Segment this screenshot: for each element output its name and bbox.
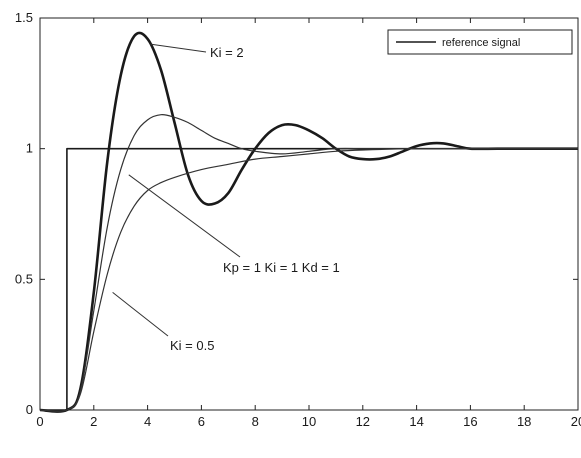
series-lines	[39, 31, 578, 413]
x-tick-label: 6	[198, 414, 205, 429]
y-tick-label: 0.5	[15, 271, 33, 286]
annotation-kp1-ki1-kd1-leader	[128, 174, 241, 258]
x-tick-label: 12	[356, 414, 370, 429]
x-tick-label: 20	[571, 414, 581, 429]
x-tick-label: 2	[90, 414, 97, 429]
annotation-kp1-ki1-kd1-label: Kp = 1 Ki = 1 Kd = 1	[223, 260, 340, 275]
axis-ticks: 0 2 4 6 8 10 12 14 16 18 20 0 0.5 1 1.5	[15, 10, 581, 429]
series-ki-2-line	[39, 31, 578, 413]
x-tick-label: 0	[36, 414, 43, 429]
x-tick-label: 16	[463, 414, 477, 429]
x-tick-label: 14	[409, 414, 423, 429]
annotation-ki-2-label: Ki = 2	[210, 45, 244, 60]
annotation-ki-0-5-label: Ki = 0.5	[170, 338, 214, 353]
series-ki-0-5-line	[39, 147, 578, 412]
annotations: Ki = 2 Kp = 1 Ki = 1 Kd = 1 Ki = 0.5	[112, 43, 340, 353]
y-tick-label: 0	[26, 402, 33, 417]
y-tick-label: 1	[26, 141, 33, 156]
y-tick-label: 1.5	[15, 10, 33, 25]
x-tick-label: 4	[144, 414, 151, 429]
x-tick-label: 8	[252, 414, 259, 429]
x-tick-label: 18	[517, 414, 531, 429]
legend-label-reference-signal: reference signal	[442, 37, 520, 49]
annotation-ki-2-leader	[150, 43, 207, 53]
annotation-ki-0-5-leader	[112, 292, 169, 337]
x-tick-label: 10	[302, 414, 316, 429]
legend: reference signal	[387, 29, 573, 55]
